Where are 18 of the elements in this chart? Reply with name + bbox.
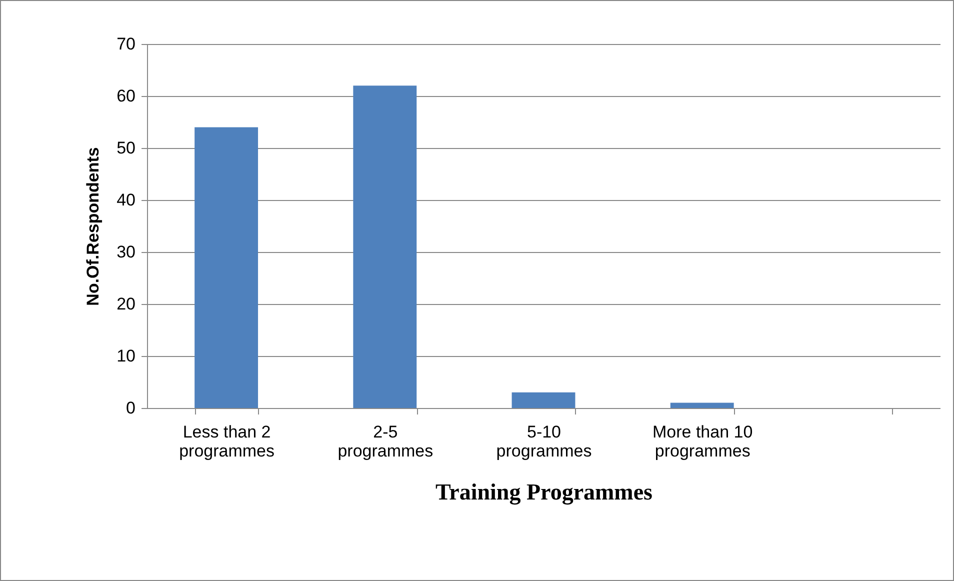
y-tick-label: 10	[116, 346, 136, 366]
bar	[194, 127, 258, 408]
y-tick-label: 60	[116, 86, 136, 106]
y-axis-title: No.Of.Respondents	[84, 147, 103, 306]
x-tick-label: More than 10 programmes	[652, 422, 753, 460]
x-tick-label: Less than 2 programmes	[179, 422, 275, 460]
y-tick-label: 50	[116, 138, 136, 158]
x-tick-label: 2-5 programmes	[338, 422, 434, 460]
bar	[670, 402, 734, 408]
y-tick-label: 20	[116, 294, 136, 314]
bar	[512, 392, 576, 408]
bar	[353, 86, 417, 408]
y-tick-label: 30	[116, 242, 136, 262]
x-axis-title: Training Programmes	[436, 480, 653, 506]
y-tick-label: 70	[116, 34, 136, 54]
x-tick-label: 5-10 programmes	[496, 422, 592, 460]
y-tick-label: 0	[126, 398, 136, 418]
y-tick-label: 40	[116, 190, 136, 210]
